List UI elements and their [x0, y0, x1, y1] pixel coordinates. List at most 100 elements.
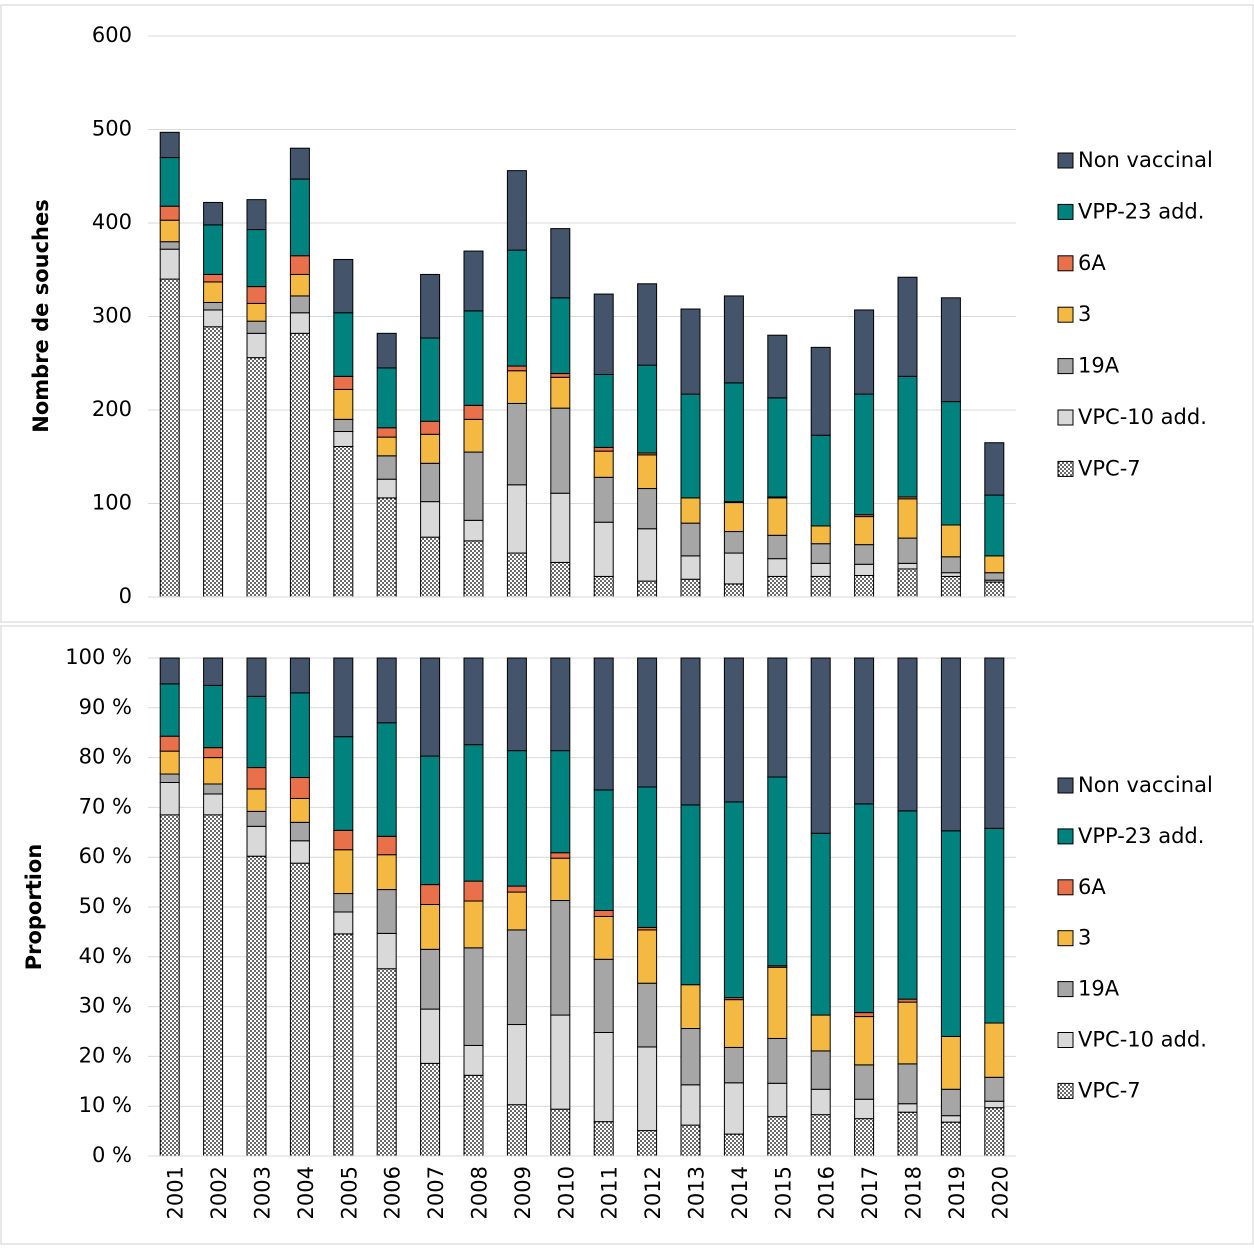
bar-segment: [420, 948, 441, 1010]
bar-segment: [289, 332, 310, 598]
bar-segment: [897, 276, 918, 377]
bar-segment: [463, 880, 484, 902]
bar-segment: [593, 293, 614, 375]
bar-segment: [637, 580, 658, 598]
legend-label: 6A: [1078, 875, 1106, 899]
bar-segment: [897, 568, 918, 598]
bar-segment: [246, 810, 267, 827]
bar-segment: [376, 427, 397, 438]
y-tick-label: 70 %: [79, 794, 132, 818]
bar-segment: [376, 332, 397, 369]
legend-label: 19A: [1078, 354, 1120, 378]
bar-segment: [810, 525, 831, 545]
bar-segment: [897, 1103, 918, 1113]
legend-swatch: [1057, 930, 1074, 947]
bar-segment: [723, 801, 744, 999]
bar-segment: [203, 326, 224, 598]
bar-segment: [984, 827, 1005, 1024]
bar-segment: [376, 968, 397, 1157]
x-tick-label: 2018: [902, 1166, 926, 1219]
bar-segment: [333, 418, 354, 433]
x-tick-label: 2011: [598, 1166, 622, 1219]
bar-segment: [246, 357, 267, 598]
bar-segment: [289, 312, 310, 334]
bar-segment: [159, 248, 180, 280]
bar-segment: [854, 803, 875, 1014]
bar-segment: [420, 1008, 441, 1064]
bar-segment: [463, 404, 484, 420]
bar-segment: [333, 911, 354, 935]
bar-segment: [289, 147, 310, 180]
bar-segment: [767, 776, 788, 967]
bar-segment: [246, 286, 267, 304]
bar-segment: [550, 561, 571, 598]
bar-segment: [246, 657, 267, 697]
bar-segment: [854, 1016, 875, 1066]
bar-segment: [593, 521, 614, 577]
bar-segment: [723, 1082, 744, 1135]
bar-segment: [246, 825, 267, 857]
bar-segment: [159, 773, 180, 783]
bar-segment: [289, 797, 310, 823]
bar-segment: [637, 488, 658, 530]
bar-segment: [203, 201, 224, 226]
bar-segment: [289, 295, 310, 314]
bar-segment: [159, 219, 180, 243]
bar-segment: [506, 750, 527, 887]
bar-segment: [463, 250, 484, 312]
x-tick-label: 2014: [728, 1166, 752, 1219]
bar-segment: [550, 228, 571, 299]
bar-segment: [680, 393, 701, 499]
legend-label: 3: [1078, 302, 1091, 326]
bar-segment: [463, 744, 484, 882]
bar-segment: [550, 407, 571, 494]
x-tick-label: 2003: [251, 1166, 275, 1219]
bar-segment: [810, 657, 831, 834]
bar-segment: [767, 558, 788, 577]
bar-segment: [723, 552, 744, 585]
bar-segment: [463, 540, 484, 598]
legend-label: VPC-10 add.: [1078, 405, 1207, 429]
bar-segment: [767, 334, 788, 399]
bar-segment: [984, 1100, 1005, 1109]
bar-segment: [289, 840, 310, 864]
bar-segment: [637, 283, 658, 366]
bar-segment: [376, 854, 397, 891]
bar-segment: [203, 783, 224, 795]
bar-segment: [767, 966, 788, 1039]
bar-segment: [159, 131, 180, 159]
bar-segment: [767, 1116, 788, 1157]
legend-label: VPC-7: [1078, 456, 1141, 480]
y-tick-label: 0: [119, 584, 132, 608]
bar-segment: [376, 932, 397, 970]
bar-segment: [593, 575, 614, 598]
x-tick-label: 2007: [424, 1166, 448, 1219]
x-tick-label: 2008: [468, 1166, 492, 1219]
bar-segment: [940, 401, 961, 526]
bar-segment: [723, 1133, 744, 1157]
bar-segment: [984, 572, 1005, 581]
bar-segment: [420, 657, 441, 757]
bar-segment: [723, 657, 744, 803]
bar-segment: [333, 388, 354, 420]
bar-segment: [940, 572, 961, 577]
bar-segment: [159, 750, 180, 775]
bar-segment: [767, 534, 788, 560]
y-tick-label: 90 %: [79, 695, 132, 719]
bar-segment: [810, 1014, 831, 1052]
bar-segment: [897, 375, 918, 498]
bar-segment: [246, 320, 267, 334]
bar-segment: [767, 575, 788, 598]
bar-segment: [723, 1046, 744, 1084]
bar-segment: [854, 563, 875, 576]
bar-segment: [506, 552, 527, 598]
x-tick-label: 2005: [337, 1166, 361, 1219]
bar-segment: [159, 782, 180, 816]
bar-segment: [376, 722, 397, 837]
bar-segment: [420, 884, 441, 906]
bar-segment: [940, 1121, 961, 1157]
bar-segment: [159, 157, 180, 207]
y-tick-label: 100: [92, 491, 132, 515]
bar-segment: [159, 735, 180, 752]
panel-frame: [0, 625, 1254, 1245]
